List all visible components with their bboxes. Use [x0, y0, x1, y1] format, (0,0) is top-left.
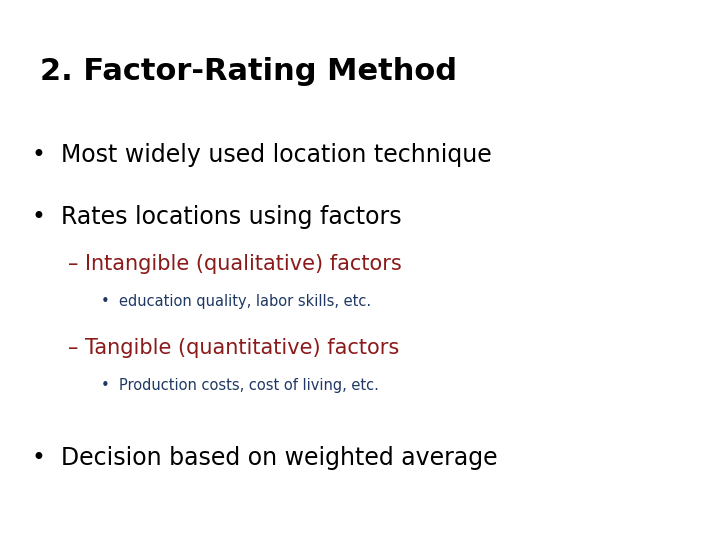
Text: •  Production costs, cost of living, etc.: • Production costs, cost of living, etc. [101, 378, 379, 393]
Text: 2. Factor-Rating Method: 2. Factor-Rating Method [40, 57, 456, 86]
Text: •  Decision based on weighted average: • Decision based on weighted average [32, 446, 498, 469]
Text: •  Rates locations using factors: • Rates locations using factors [32, 205, 402, 229]
Text: – Intangible (qualitative) factors: – Intangible (qualitative) factors [68, 254, 402, 274]
Text: – Tangible (quantitative) factors: – Tangible (quantitative) factors [68, 338, 400, 357]
Text: •  Most widely used location technique: • Most widely used location technique [32, 143, 492, 167]
Text: •  education quality, labor skills, etc.: • education quality, labor skills, etc. [101, 294, 371, 309]
